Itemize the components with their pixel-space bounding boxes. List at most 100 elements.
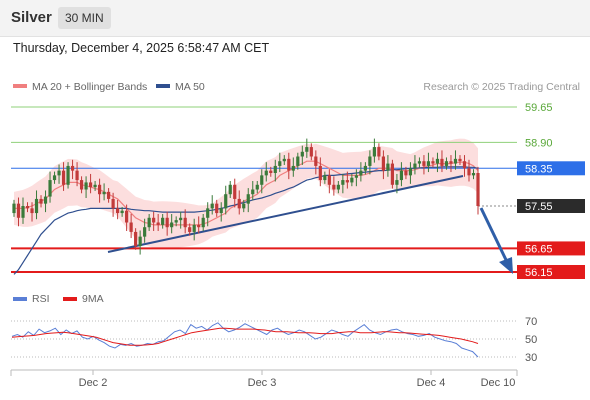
candle bbox=[422, 155, 426, 175]
candle bbox=[282, 155, 286, 165]
candle bbox=[291, 157, 295, 177]
candle bbox=[354, 169, 358, 187]
candle bbox=[111, 192, 115, 217]
bullish-trendline bbox=[107, 175, 464, 253]
x-axis: Dec 2 Dec 3 Dec 4 Dec 10 bbox=[10, 369, 518, 389]
candle bbox=[48, 171, 52, 203]
candle bbox=[30, 202, 34, 222]
candle bbox=[255, 181, 259, 194]
candle bbox=[444, 157, 449, 170]
candle bbox=[273, 159, 277, 182]
candle bbox=[88, 173, 93, 194]
candle bbox=[116, 199, 120, 220]
candle bbox=[125, 204, 129, 231]
rsi-ma-legend-label: 9MA bbox=[82, 293, 104, 305]
candle bbox=[309, 143, 313, 161]
candle bbox=[210, 195, 214, 215]
candle bbox=[66, 162, 70, 189]
candle bbox=[61, 162, 66, 191]
main-legend: MA 20 + Bollinger Bands MA 50 Research ©… bbox=[13, 81, 580, 93]
level-label-57.55: 57.55 bbox=[525, 201, 553, 213]
level-label-56.65: 56.65 bbox=[525, 243, 553, 255]
level-tag-57.55 bbox=[517, 199, 585, 213]
candle bbox=[70, 159, 75, 180]
candle bbox=[152, 211, 156, 231]
rsi-panel: RSI 9MA 70 50 30 bbox=[11, 293, 537, 364]
candle bbox=[408, 162, 413, 184]
top-bar: Silver 30 MIN bbox=[0, 0, 590, 37]
ma20-line bbox=[14, 160, 479, 226]
rsi-legend-swatch bbox=[13, 297, 27, 301]
candle bbox=[102, 183, 106, 201]
candle bbox=[368, 150, 372, 175]
rsi-tick-label: 70 bbox=[525, 316, 537, 328]
candle bbox=[363, 162, 367, 175]
candle bbox=[350, 173, 354, 187]
candle bbox=[84, 176, 88, 198]
ma20-legend-swatch bbox=[13, 84, 27, 88]
bollinger-band-area bbox=[14, 138, 478, 249]
candle bbox=[251, 181, 255, 201]
rsi-line bbox=[11, 322, 479, 358]
candle bbox=[57, 164, 61, 184]
candle bbox=[458, 155, 462, 165]
candle bbox=[134, 228, 138, 250]
candle bbox=[16, 197, 21, 227]
candle bbox=[201, 214, 205, 231]
ma50-legend-label: MA 50 bbox=[175, 81, 205, 93]
x-tick-label: Dec 2 bbox=[79, 377, 108, 389]
level-label-56.15: 56.15 bbox=[525, 267, 553, 279]
candle bbox=[34, 190, 39, 220]
candle bbox=[318, 157, 322, 187]
candle bbox=[260, 169, 264, 194]
x-tick-label: Dec 4 bbox=[417, 377, 446, 389]
candle bbox=[179, 211, 183, 229]
candle bbox=[341, 173, 345, 194]
candle bbox=[147, 214, 151, 231]
candle bbox=[471, 169, 476, 180]
candle bbox=[372, 138, 376, 163]
candle bbox=[242, 199, 246, 213]
candle bbox=[79, 176, 84, 194]
ma50-line bbox=[13, 166, 479, 275]
candle bbox=[359, 162, 363, 182]
level-tag-56.65 bbox=[517, 241, 585, 256]
candle bbox=[107, 188, 111, 203]
candle bbox=[12, 199, 16, 217]
timeframe-button[interactable]: 30 MIN bbox=[58, 7, 111, 29]
candle bbox=[300, 145, 304, 165]
candle bbox=[453, 150, 458, 170]
candle bbox=[170, 214, 174, 234]
candle bbox=[476, 166, 480, 215]
candle bbox=[188, 223, 192, 236]
candle bbox=[174, 216, 178, 227]
rsi-legend-label: RSI bbox=[32, 293, 50, 305]
candle bbox=[314, 150, 318, 175]
rsi-tick-label: 30 bbox=[525, 352, 537, 364]
candle bbox=[156, 214, 160, 231]
candle bbox=[399, 162, 404, 187]
candle bbox=[264, 162, 268, 182]
credit-label: Research © 2025 Trading Central bbox=[423, 81, 580, 93]
x-tick-label: Dec 3 bbox=[248, 377, 277, 389]
candle bbox=[219, 202, 223, 222]
candle bbox=[296, 152, 300, 170]
candle bbox=[138, 230, 142, 255]
candle bbox=[224, 185, 228, 215]
candle bbox=[269, 166, 273, 177]
candle bbox=[52, 171, 57, 184]
candle bbox=[215, 199, 219, 217]
candle bbox=[237, 190, 241, 215]
projection-arrow bbox=[479, 207, 513, 274]
ma20-legend-label: MA 20 + Bollinger Bands bbox=[32, 81, 147, 93]
level-tag-56.15 bbox=[517, 265, 585, 279]
instrument-title: Silver bbox=[11, 9, 52, 26]
rsi-ma-legend-swatch bbox=[63, 297, 77, 301]
candle bbox=[404, 166, 408, 180]
candle bbox=[165, 211, 169, 236]
candle bbox=[336, 181, 340, 194]
candle bbox=[417, 157, 422, 168]
candle bbox=[206, 202, 210, 227]
level-label-59.65: 59.65 bbox=[525, 102, 553, 114]
candle bbox=[435, 152, 440, 173]
